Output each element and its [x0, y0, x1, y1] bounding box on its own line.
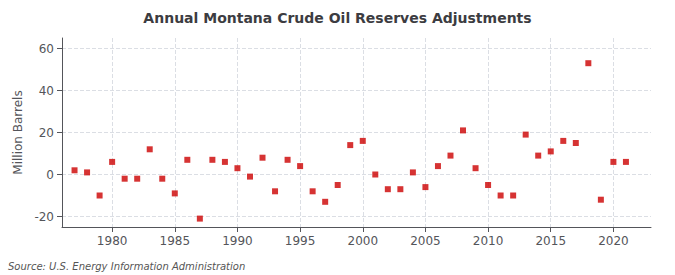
svg-text:1990: 1990 — [222, 234, 253, 248]
svg-text:20: 20 — [39, 126, 54, 140]
svg-text:2000: 2000 — [347, 234, 378, 248]
svg-text:1980: 1980 — [97, 234, 128, 248]
svg-text:60: 60 — [39, 42, 54, 56]
svg-text:1985: 1985 — [160, 234, 191, 248]
svg-text:Source: U.S. Energy Informatio: Source: U.S. Energy Information Administ… — [8, 261, 245, 272]
svg-text:0: 0 — [46, 168, 54, 182]
svg-text:2020: 2020 — [598, 234, 629, 248]
svg-text:Million Barrels: Million Barrels — [11, 90, 25, 174]
svg-text:-20: -20 — [34, 210, 54, 224]
svg-text:Annual Montana Crude Oil Reser: Annual Montana Crude Oil Reserves Adjust… — [143, 10, 531, 26]
svg-text:2005: 2005 — [410, 234, 441, 248]
svg-text:40: 40 — [39, 84, 54, 98]
svg-text:2015: 2015 — [535, 234, 566, 248]
svg-text:2010: 2010 — [473, 234, 504, 248]
svg-text:1995: 1995 — [285, 234, 316, 248]
